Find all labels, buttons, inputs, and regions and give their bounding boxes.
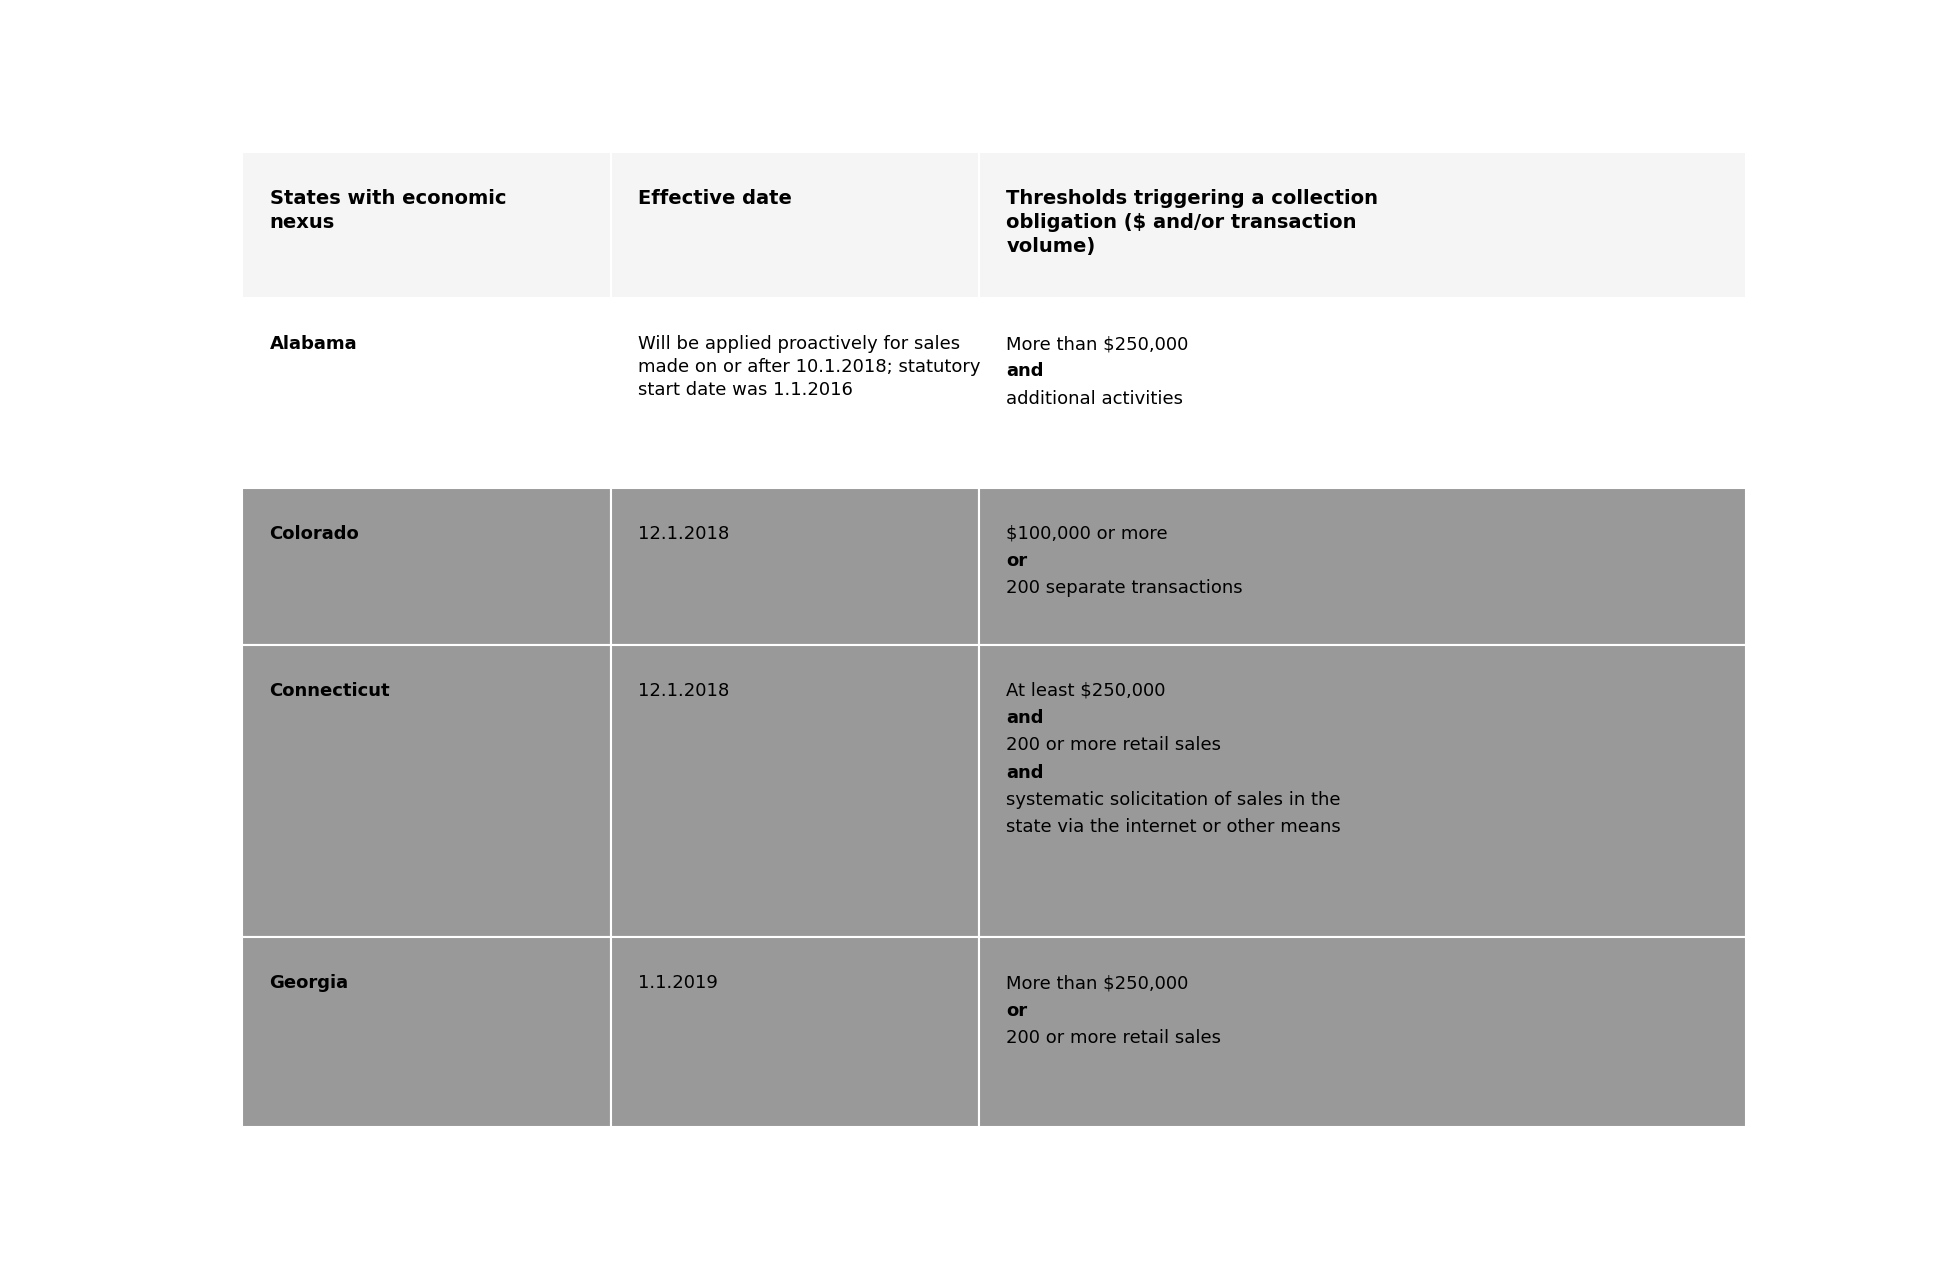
Bar bbox=[611, 299, 979, 487]
Bar bbox=[242, 644, 611, 937]
Text: $100,000 or more: $100,000 or more bbox=[1006, 524, 1167, 543]
Bar bbox=[611, 644, 979, 937]
Text: States with economic
nexus: States with economic nexus bbox=[270, 189, 506, 232]
Text: 1.1.2019: 1.1.2019 bbox=[638, 975, 717, 993]
Text: additional activities: additional activities bbox=[1006, 390, 1183, 408]
Text: Will be applied proactively for sales
made on or after 10.1.2018; statutory
star: Will be applied proactively for sales ma… bbox=[638, 335, 979, 399]
Text: 12.1.2018: 12.1.2018 bbox=[638, 524, 729, 543]
Bar bbox=[242, 937, 1745, 938]
Bar bbox=[611, 152, 979, 299]
Text: or: or bbox=[1006, 552, 1028, 570]
Text: and: and bbox=[1006, 709, 1043, 727]
Text: Effective date: Effective date bbox=[638, 189, 791, 208]
Text: state via the internet or other means: state via the internet or other means bbox=[1006, 818, 1340, 837]
Bar bbox=[979, 487, 1745, 644]
Text: and: and bbox=[1006, 362, 1043, 381]
Text: Colorado: Colorado bbox=[270, 524, 359, 543]
Text: More than $250,000: More than $250,000 bbox=[1006, 335, 1189, 353]
Bar bbox=[611, 487, 979, 644]
Bar bbox=[979, 152, 1745, 299]
Text: 200 or more retail sales: 200 or more retail sales bbox=[1006, 737, 1222, 755]
Text: Thresholds triggering a collection
obligation ($ and/or transaction
volume): Thresholds triggering a collection oblig… bbox=[1006, 189, 1377, 257]
Text: More than $250,000: More than $250,000 bbox=[1006, 975, 1189, 993]
Text: or: or bbox=[1006, 1001, 1028, 1019]
Text: 200 separate transactions: 200 separate transactions bbox=[1006, 580, 1243, 598]
Bar bbox=[611, 937, 979, 1127]
Bar bbox=[242, 152, 611, 299]
Text: and: and bbox=[1006, 763, 1043, 781]
Text: At least $250,000: At least $250,000 bbox=[1006, 682, 1165, 700]
Bar bbox=[979, 644, 1745, 937]
Text: systematic solicitation of sales in the: systematic solicitation of sales in the bbox=[1006, 791, 1340, 809]
Bar bbox=[242, 487, 611, 644]
Text: Georgia: Georgia bbox=[270, 975, 349, 993]
Bar bbox=[979, 299, 1745, 487]
Bar bbox=[242, 644, 1745, 646]
Bar bbox=[242, 937, 611, 1127]
Bar bbox=[979, 937, 1745, 1127]
Bar bbox=[242, 298, 1745, 299]
Text: 12.1.2018: 12.1.2018 bbox=[638, 682, 729, 700]
Bar bbox=[242, 486, 1745, 489]
Text: Alabama: Alabama bbox=[270, 335, 357, 353]
Bar bbox=[242, 299, 611, 487]
Text: 200 or more retail sales: 200 or more retail sales bbox=[1006, 1029, 1222, 1047]
Text: Connecticut: Connecticut bbox=[270, 682, 390, 700]
